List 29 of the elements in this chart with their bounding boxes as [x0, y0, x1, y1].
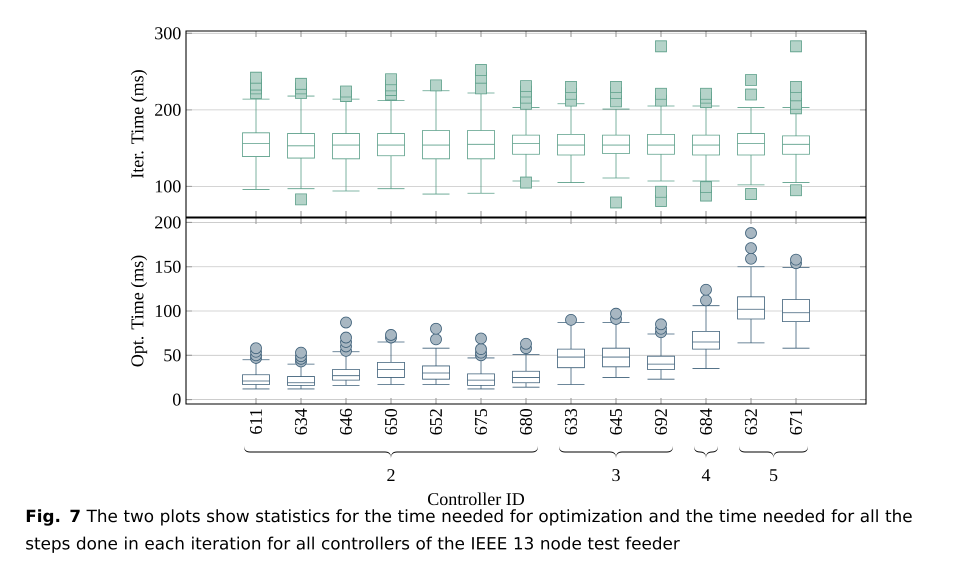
y-tick-label: 100 [156, 304, 181, 318]
text: Fig. 7 The two plots show statistics for the time needed for optimization and the time needed for all the steps done in each iteration for all controllers of the IEEE 13 node test feeder [26, 509, 912, 553]
x-tick-label: 652 [430, 409, 442, 434]
y-axis-title: Iter. Time (ms) [130, 70, 148, 178]
y-tick-label: 200 [155, 216, 181, 228]
x-tick-label: 680 [520, 408, 532, 434]
x-tick-label: 645 [610, 408, 622, 434]
text: 3 [612, 469, 620, 482]
y-tick-label: 50 [164, 349, 181, 362]
text: 5 [770, 469, 778, 482]
text: 4 [702, 469, 710, 482]
x-tick-label: 646 [340, 408, 352, 434]
y-tick-label: 100 [156, 180, 181, 192]
x-tick-label: 650 [384, 408, 398, 434]
x-tick-label: 611 [250, 409, 262, 434]
x-tick-label: 675 [474, 408, 488, 434]
x-tick-label: 684 [700, 408, 712, 434]
x-tick-label: 634 [294, 408, 308, 434]
x-axis-title: Controller ID [428, 492, 524, 506]
x-tick-label: 692 [654, 409, 668, 434]
x-tick-label: 632 [744, 409, 758, 434]
x-tick-label: 671 [790, 409, 802, 434]
y-axis-title: Opt. Time (ms) [130, 256, 148, 366]
y-tick-label: 150 [156, 260, 181, 273]
y-tick-label: 200 [155, 104, 181, 116]
y-tick-label: 300 [155, 27, 181, 40]
y-tick-label: 0 [172, 393, 181, 406]
x-tick-label: 633 [564, 408, 578, 434]
text: 2 [387, 469, 395, 482]
